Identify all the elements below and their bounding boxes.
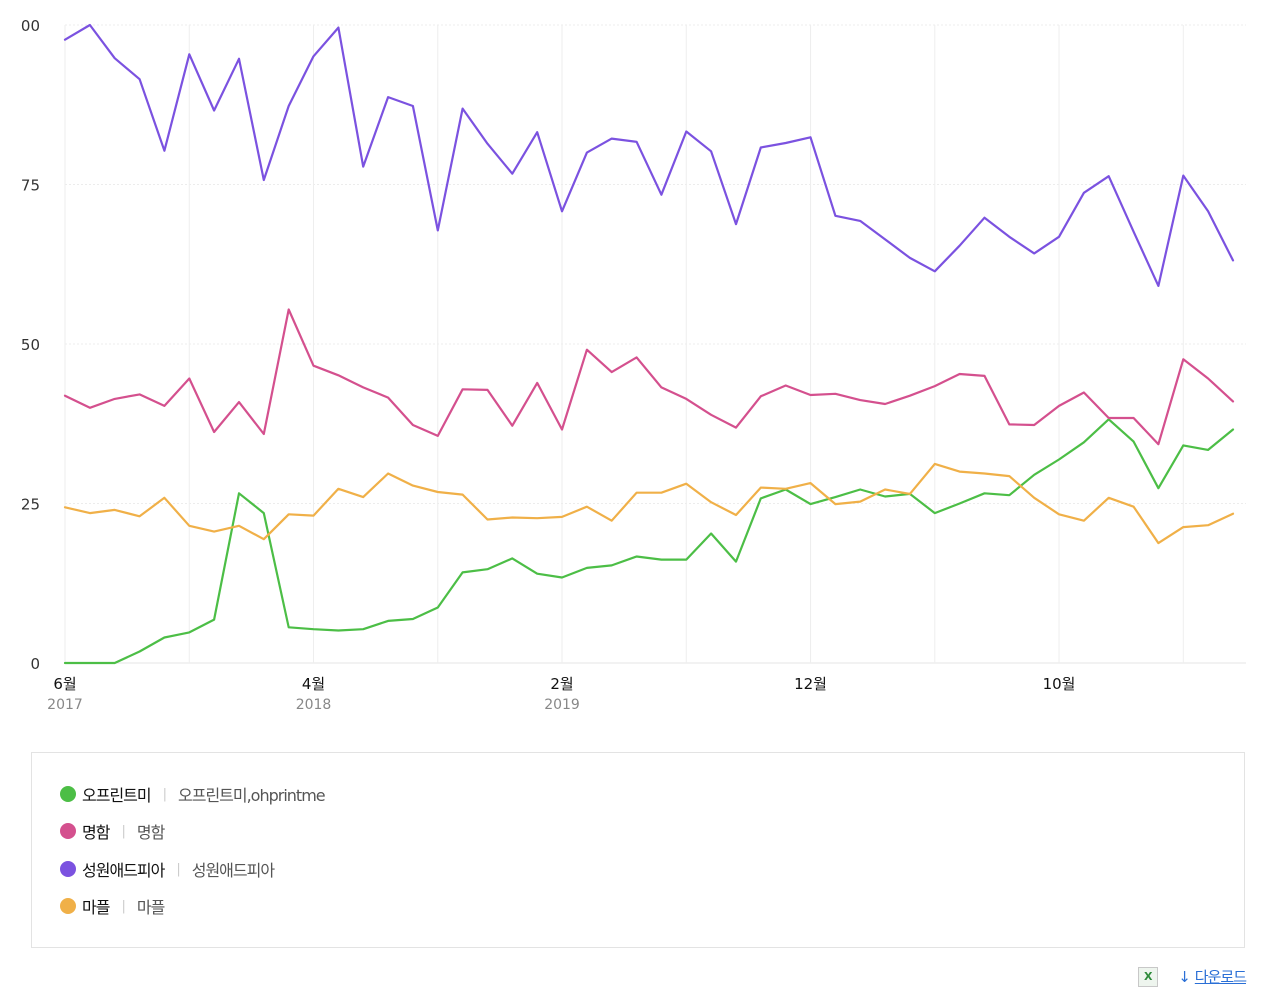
legend-dot	[60, 898, 76, 914]
download-area: X ↓ 다운로드	[1138, 966, 1247, 987]
y-tick-label: 75	[21, 177, 40, 195]
legend-keywords: 명함	[136, 823, 165, 842]
legend-dot	[60, 823, 76, 839]
legend-series-name: 마플	[82, 898, 110, 917]
series-line-0	[63, 418, 1235, 665]
x-tick-year: 2019	[544, 697, 580, 713]
x-tick-month: 4월	[302, 675, 325, 693]
legend-box: 오프린트미 | 오프린트미,ohprintme 명함 | 명함 성원애드피아 |…	[31, 752, 1245, 948]
x-tick-month: 6월	[53, 675, 76, 693]
download-link[interactable]: 다운로드	[1194, 968, 1247, 986]
separator: |	[121, 898, 126, 914]
separator: |	[162, 786, 168, 802]
series-line-2	[63, 23, 1235, 287]
download-arrow-icon[interactable]: ↓	[1178, 967, 1191, 986]
legend-item-0[interactable]: 오프린트미 | 오프린트미,ohprintme	[60, 782, 326, 806]
separator: |	[121, 823, 126, 839]
legend-item-2[interactable]: 성원애드피아 | 성원애드피아	[60, 857, 275, 881]
legend-dot	[60, 786, 76, 802]
x-tick-year: 2018	[296, 697, 332, 713]
series-line-1	[63, 308, 1235, 446]
x-tick-month: 2월	[550, 675, 573, 693]
y-tick-label: 00	[21, 17, 40, 35]
legend-keywords: 마플	[136, 898, 165, 917]
y-tick-label: 0	[30, 655, 40, 673]
legend-series-name: 오프린트미	[82, 786, 152, 805]
series-line-3	[63, 462, 1235, 545]
legend-series-name: 성원애드피아	[82, 861, 165, 880]
x-tick-month: 12월	[794, 675, 827, 693]
legend-series-name: 명함	[82, 823, 110, 842]
excel-icon[interactable]: X	[1138, 966, 1159, 987]
separator: |	[176, 861, 181, 877]
trend-line-chart: 0 25 50 75 00 6월 2017 4월 2018 2월 2019 12월 10월	[21, 17, 1246, 713]
x-tick-month: 10월	[1043, 675, 1076, 693]
legend-keywords: 성원애드피아	[191, 861, 275, 880]
legend-item-3[interactable]: 마플 | 마플	[60, 894, 165, 918]
y-tick-label: 25	[21, 496, 40, 514]
legend-keywords: 오프린트미,ohprintme	[178, 786, 326, 805]
legend-item-1[interactable]: 명함 | 명함	[60, 819, 165, 843]
y-tick-label: 50	[21, 336, 40, 354]
legend-dot	[60, 861, 76, 877]
x-tick-year: 2017	[47, 697, 83, 713]
